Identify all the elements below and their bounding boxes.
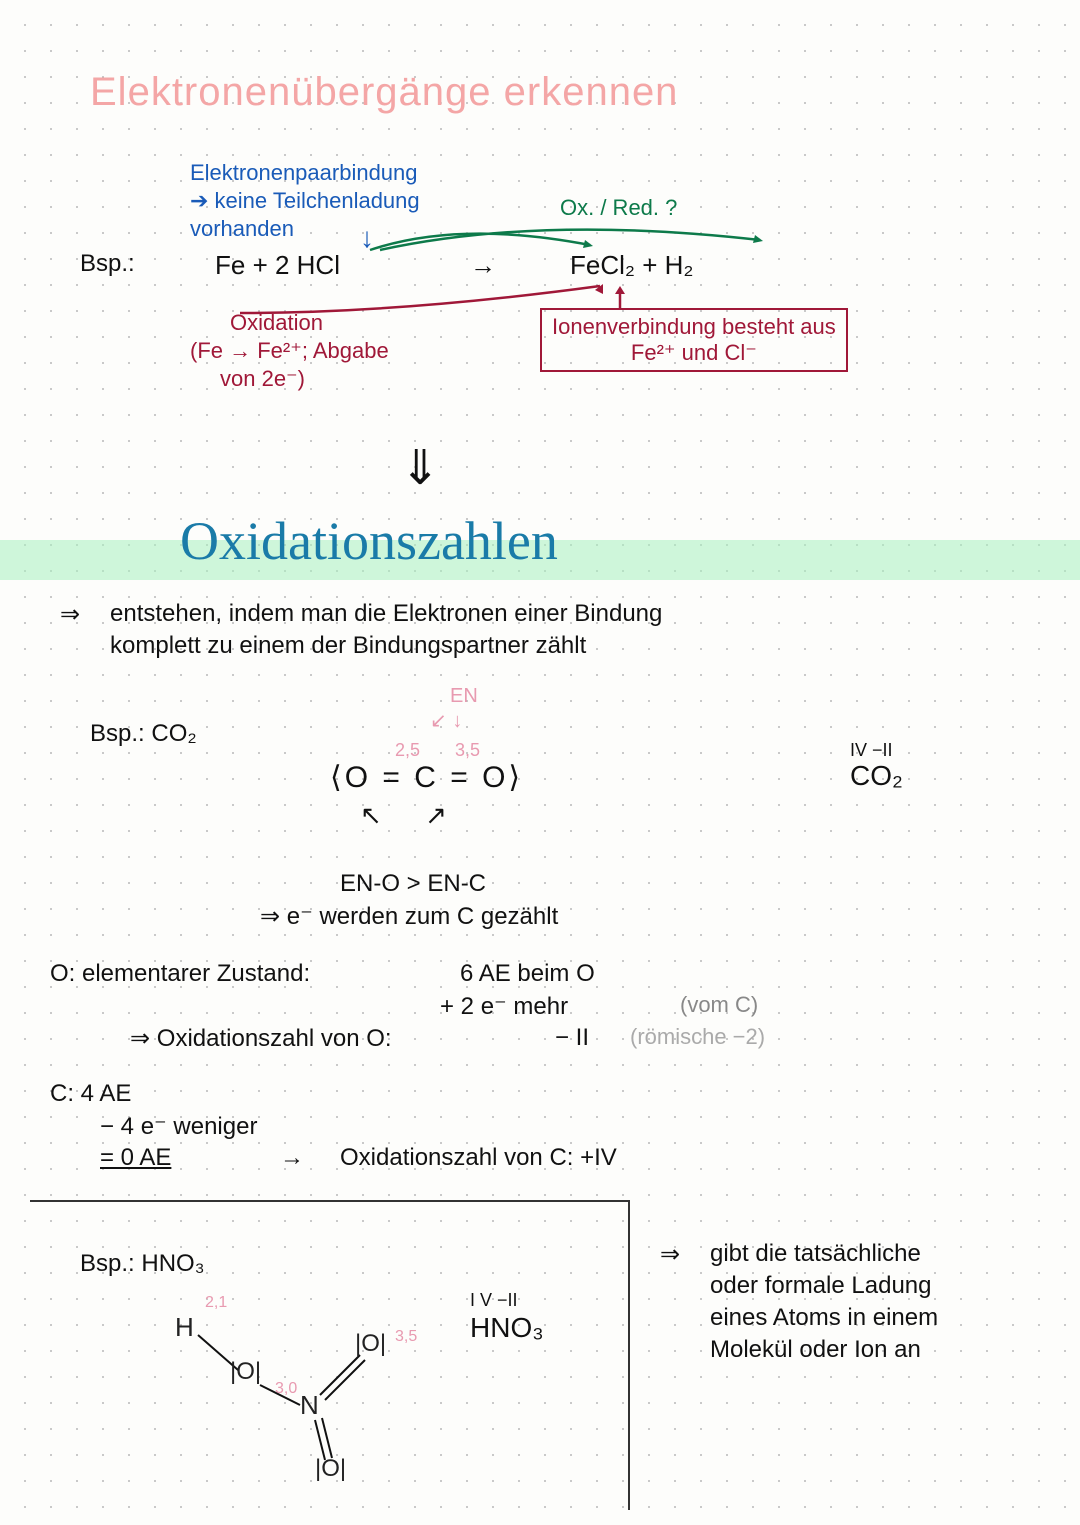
oxidation-l2: (Fe → Fe²⁺; Abgabe: [190, 338, 389, 364]
side-note-l3: eines Atoms in einem: [710, 1304, 938, 1332]
hno3-formula: HNO₃: [470, 1312, 544, 1344]
en-c-value: 2,5: [395, 740, 420, 761]
arrow-down-icon: ⇓: [400, 440, 440, 496]
section-title-oxidationszahlen: Oxidationszahlen: [180, 510, 558, 572]
equation-left: Fe + 2 HCl: [215, 250, 340, 281]
ion-compound-l1: Ionenverbindung besteht aus: [552, 314, 836, 340]
co2-structure: ⟨O = C = O⟩: [330, 760, 523, 795]
en-label: EN: [450, 685, 478, 708]
en-n: 3,0: [275, 1380, 297, 1398]
side-arrow-icon: ⇒: [660, 1240, 680, 1269]
ion-compound-l2: Fe²⁺ und Cl⁻: [552, 340, 836, 366]
o-plus-e: + 2 e⁻ mehr: [440, 992, 568, 1021]
en-conclusion: ⇒ e⁻ werden zum C gezählt: [260, 902, 558, 931]
c-result: Oxidationszahl von C: +IV: [340, 1144, 617, 1172]
c-arrow-icon: →: [280, 1144, 304, 1172]
atom-o3: |O|: [315, 1455, 346, 1483]
note-electron-pair-l3: vorhanden: [190, 216, 294, 242]
en-o: 3,5: [395, 1328, 417, 1346]
bsp-label-1: Bsp.:: [80, 250, 135, 278]
o-result-label: ⇒ Oxidationszahl von O:: [130, 1024, 392, 1053]
o-ae: 6 AE beim O: [460, 960, 595, 988]
def-line1: entstehen, indem man die Elektronen eine…: [110, 600, 662, 628]
o-result-note: (römische −2): [630, 1024, 765, 1050]
green-arrows-icon: [360, 215, 790, 265]
def-arrow-icon: ⇒: [60, 600, 80, 629]
hno3-ox-numbers: I V −II: [470, 1290, 518, 1311]
oxidation-l1: Oxidation: [230, 310, 323, 336]
c-ae: C: 4 AE: [50, 1080, 131, 1108]
def-line2: komplett zu einem der Bindungspartner zä…: [110, 632, 586, 660]
c-minus-e: − 4 e⁻ weniger: [100, 1112, 257, 1141]
ion-compound-box: Ionenverbindung besteht aus Fe²⁺ und Cl⁻: [540, 308, 848, 372]
en-o-value: 3,5: [455, 740, 480, 761]
bsp-hno3-label: Bsp.: HNO₃: [80, 1250, 204, 1278]
hno3-structure: H 2,1 |O| N 3,0 |O| 3,5 |O|: [150, 1300, 430, 1480]
side-note-l1: gibt die tatsächliche: [710, 1240, 921, 1268]
atom-n: N: [300, 1390, 319, 1421]
oxidation-l3: von 2e⁻): [220, 366, 305, 392]
co2-formula: CO₂: [850, 760, 903, 792]
co2-ox-numbers: IV −II: [850, 740, 893, 761]
atom-o2: |O|: [355, 1330, 386, 1358]
side-note-l4: Molekül oder Ion an: [710, 1336, 921, 1364]
side-note-l2: oder formale Ladung: [710, 1272, 931, 1300]
en-comparison: EN-O > EN-C: [340, 870, 486, 898]
c-zero-ae: = 0 AE: [100, 1144, 171, 1172]
atom-o1: |O|: [230, 1358, 261, 1386]
en-arrows-icon: ↙ ↓: [430, 708, 462, 733]
note-electron-pair-l2: ➔ keine Teilchenladung: [190, 188, 420, 214]
o-result-value: − II: [555, 1024, 589, 1052]
o-state-label: O: elementarer Zustand:: [50, 960, 310, 988]
o-plus-e-note: (vom C): [680, 992, 758, 1018]
up-arrows-icon: ↖ ↗: [360, 800, 447, 831]
note-electron-pair-l1: Elektronenpaarbindung: [190, 160, 418, 186]
page-title: Elektronenübergänge erkennen: [90, 70, 678, 115]
bsp-co2-label: Bsp.: CO₂: [90, 720, 197, 748]
